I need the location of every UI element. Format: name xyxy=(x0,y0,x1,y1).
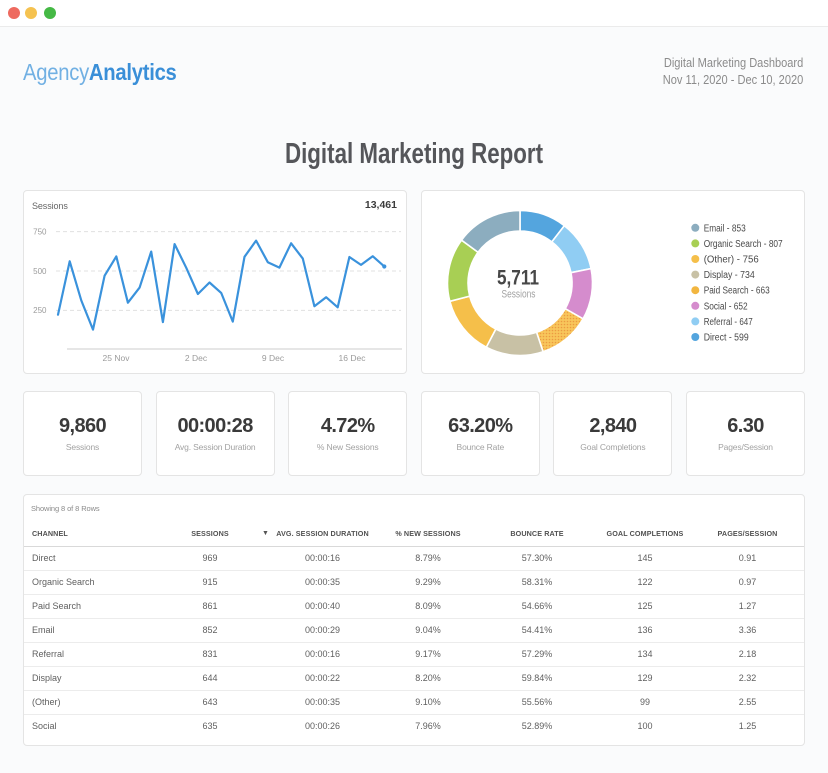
svg-text:Paid Search - 663: Paid Search - 663 xyxy=(704,286,770,297)
svg-text:750: 750 xyxy=(33,227,47,236)
svg-text:Direct - 599: Direct - 599 xyxy=(704,333,749,344)
svg-text:25 Nov: 25 Nov xyxy=(103,353,131,363)
svg-text:2 Dec: 2 Dec xyxy=(185,353,208,363)
svg-text:9 Dec: 9 Dec xyxy=(262,353,285,363)
svg-text:Referral - 647: Referral - 647 xyxy=(704,317,753,328)
svg-text:Display - 734: Display - 734 xyxy=(704,270,755,281)
svg-text:500: 500 xyxy=(33,267,47,276)
svg-text:Organic Search - 807: Organic Search - 807 xyxy=(704,239,783,250)
svg-text:5,711: 5,711 xyxy=(497,267,539,290)
svg-text:Sessions: Sessions xyxy=(502,289,536,301)
svg-text:16 Dec: 16 Dec xyxy=(339,353,367,363)
svg-text:Social - 652: Social - 652 xyxy=(704,301,748,312)
svg-text:(Other) - 756: (Other) - 756 xyxy=(704,255,759,266)
svg-text:250: 250 xyxy=(33,306,47,315)
svg-text:Email - 853: Email - 853 xyxy=(704,223,746,234)
